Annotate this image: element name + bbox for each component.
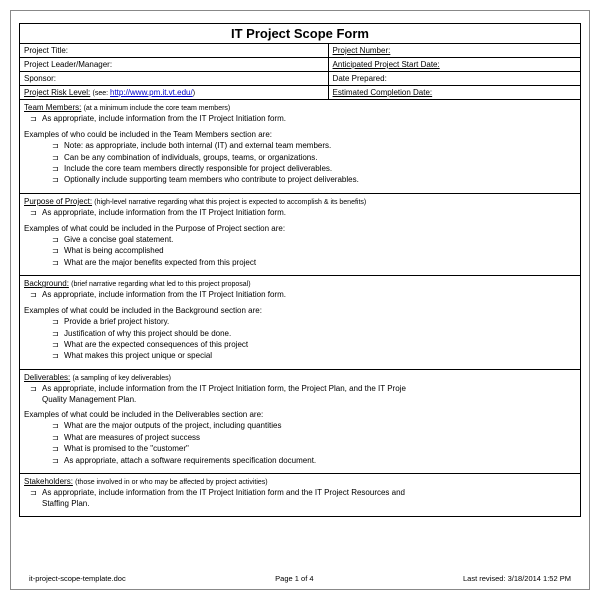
bullet-icon: ⊐: [52, 258, 64, 268]
bullet-icon: ⊐: [52, 456, 64, 466]
bullet-icon: ⊐: [30, 208, 42, 218]
bullet-icon: ⊐: [52, 246, 64, 256]
bullet-icon: ⊐: [52, 235, 64, 245]
footer-filename: it-project-scope-template.doc: [29, 574, 126, 583]
bullet-icon: ⊐: [52, 329, 64, 339]
footer-page: Page 1 of 4: [275, 574, 313, 583]
header-table: Project Title: Project Number: Project L…: [19, 43, 581, 100]
page-footer: it-project-scope-template.doc Page 1 of …: [29, 574, 571, 583]
completion-date-cell: Estimated Completion Date:: [328, 86, 580, 100]
bullet-icon: ⊐: [52, 141, 64, 151]
project-number-cell: Project Number:: [328, 44, 580, 58]
bullet-icon: ⊐: [52, 340, 64, 350]
deliverables-section: Deliverables: (a sampling of key deliver…: [19, 370, 581, 474]
stakeholders-section: Stakeholders: (those involved in or who …: [19, 474, 581, 517]
date-prepared-cell: Date Prepared:: [328, 72, 580, 86]
bullet-icon: ⊐: [52, 421, 64, 431]
footer-revised: Last revised: 3/18/2014 1:52 PM: [463, 574, 571, 583]
project-leader-cell: Project Leader/Manager:: [20, 58, 329, 72]
purpose-section: Purpose of Project: (high-level narrativ…: [19, 194, 581, 276]
bullet-icon: ⊐: [52, 444, 64, 454]
bullet-icon: ⊐: [30, 384, 42, 405]
bullet-icon: ⊐: [52, 175, 64, 185]
sponsor-cell: Sponsor:: [20, 72, 329, 86]
bullet-icon: ⊐: [30, 290, 42, 300]
project-title-cell: Project Title:: [20, 44, 329, 58]
team-section: Team Members: (at a minimum include the …: [19, 100, 581, 194]
start-date-cell: Anticipated Project Start Date:: [328, 58, 580, 72]
bullet-icon: ⊐: [52, 351, 64, 361]
background-section: Background: (brief narrative regarding w…: [19, 276, 581, 370]
bullet-icon: ⊐: [52, 153, 64, 163]
risk-level-cell: Project Risk Level: (see: http://www.pm.…: [20, 86, 329, 100]
bullet-icon: ⊐: [52, 164, 64, 174]
page-outer: IT Project Scope Form Project Title: Pro…: [10, 10, 590, 590]
bullet-icon: ⊐: [52, 317, 64, 327]
form-title: IT Project Scope Form: [19, 23, 581, 43]
bullet-icon: ⊐: [30, 488, 42, 509]
bullet-icon: ⊐: [52, 433, 64, 443]
bullet-icon: ⊐: [30, 114, 42, 124]
risk-link[interactable]: http://www.pm.it.vt.edu/: [110, 88, 193, 97]
